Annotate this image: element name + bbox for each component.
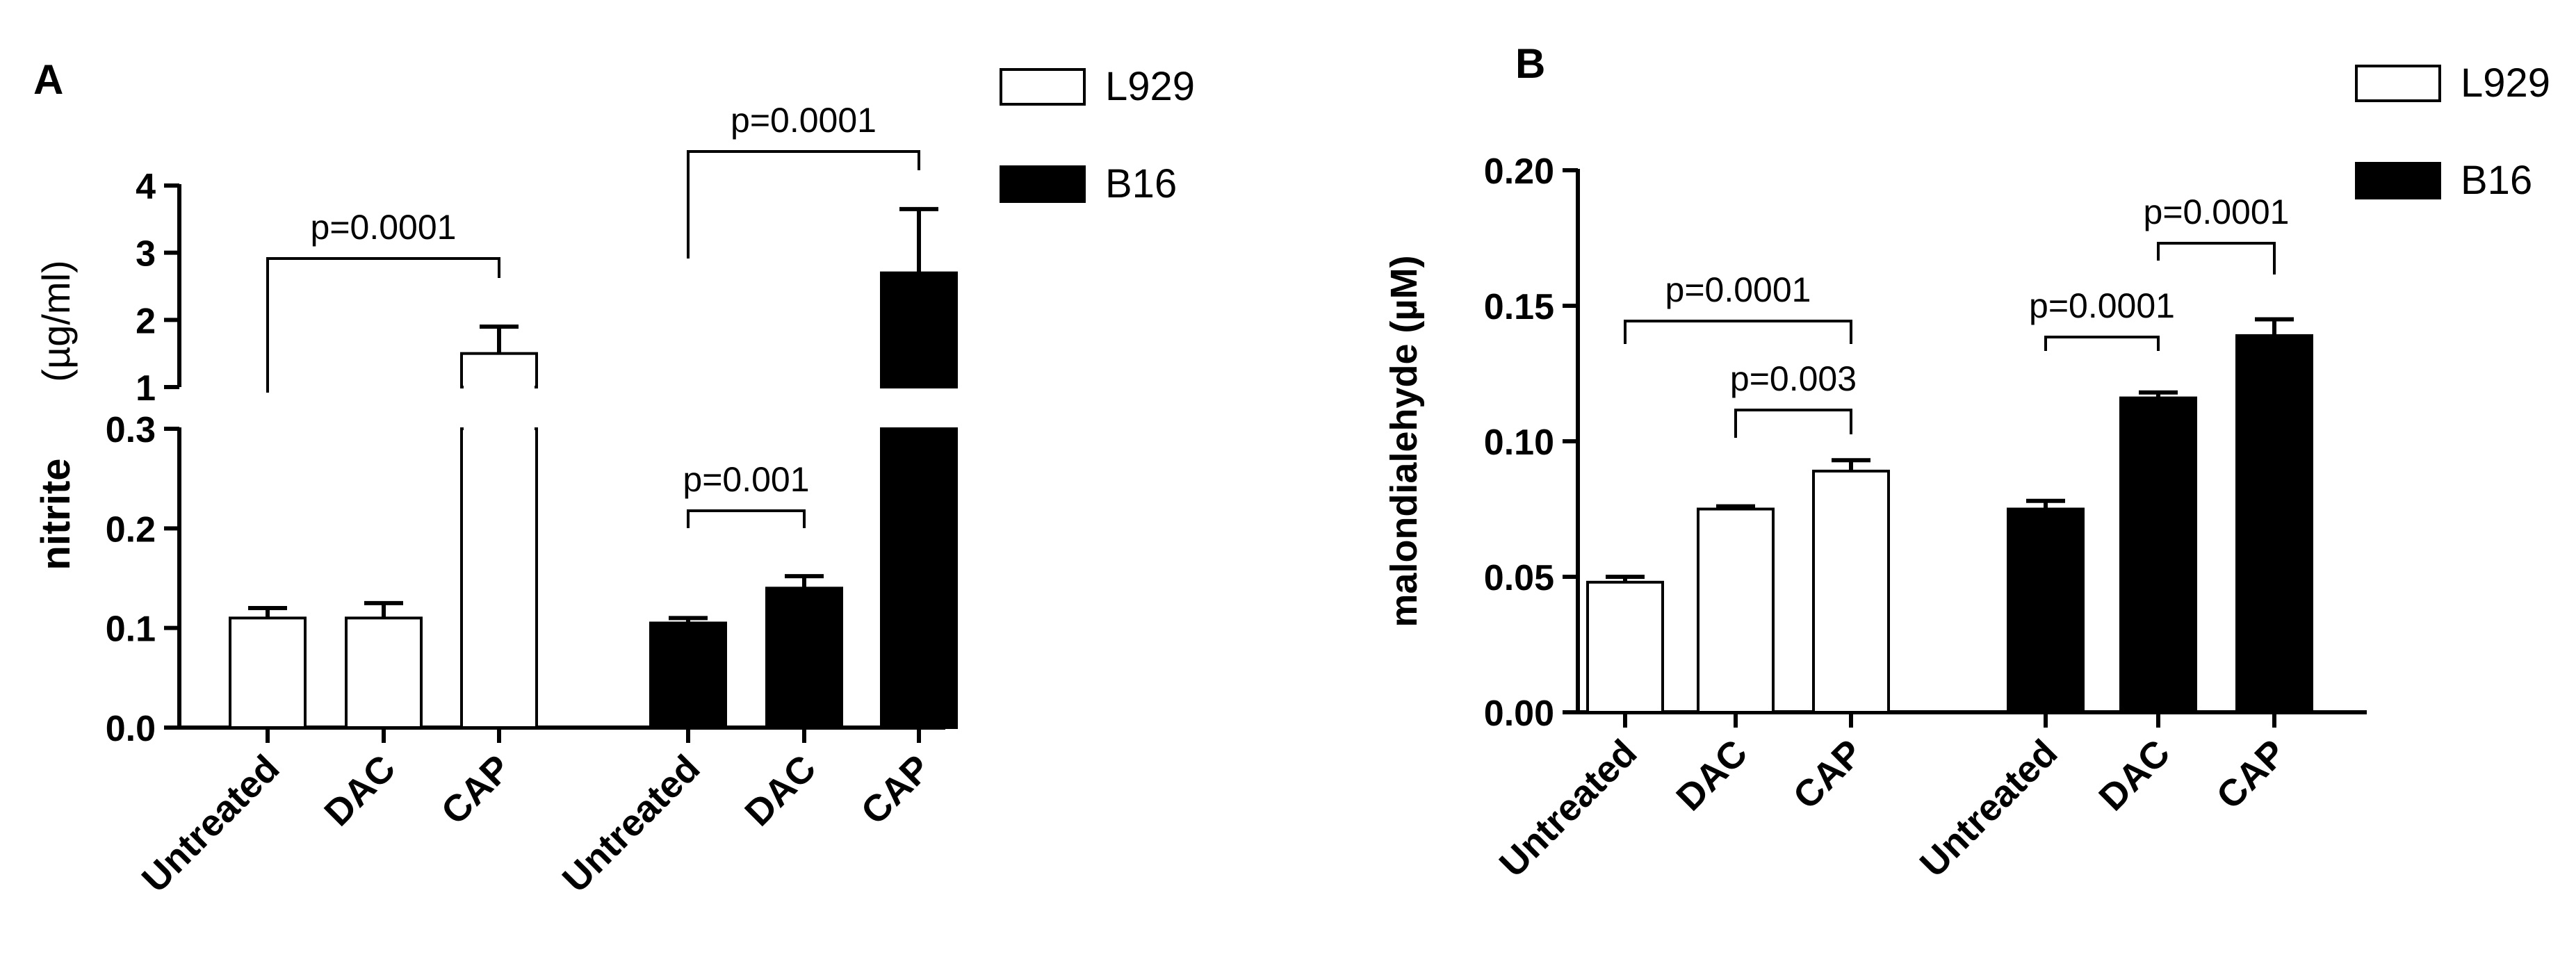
y-tick-label: 0.2 (106, 509, 156, 550)
significance-bracket (687, 150, 920, 259)
y-tick-label: 2 (136, 301, 156, 341)
x-tick-label: CAP (2208, 732, 2294, 817)
significance-bracket (266, 257, 500, 393)
x-tick-label: Untreated (555, 747, 708, 901)
bar (1697, 507, 1775, 714)
panel-label: B (1515, 40, 1545, 87)
y-tick-label: 0.10 (1484, 423, 1554, 463)
bar (1812, 469, 1890, 714)
bar-break-gap (464, 385, 535, 431)
significance-bracket (1624, 320, 1852, 344)
x-tick-label: DAC (1668, 732, 1755, 819)
legend-swatch-l929 (1000, 68, 1086, 106)
x-tick-label: Untreated (1912, 732, 2066, 885)
bar (345, 616, 423, 729)
x-tick-label: DAC (316, 747, 403, 834)
y-axis-label: malondialehyde (µM) (1383, 255, 1425, 627)
legend-swatch-b16 (2355, 162, 2441, 199)
y-tick-label: 4 (136, 167, 156, 207)
y-tick-label: 0.3 (106, 410, 156, 450)
bar (229, 616, 307, 729)
x-tick-label: CAP (1785, 732, 1870, 817)
legend-label-b16: B16 (2461, 158, 2532, 203)
bar (765, 587, 843, 729)
y-tick-label: 3 (136, 234, 156, 274)
bar (1586, 580, 1664, 714)
y-tick-label: 0.20 (1484, 151, 1554, 192)
x-tick-label: Untreated (134, 747, 288, 901)
p-value-label: p=0.0001 (1665, 270, 1811, 309)
x-tick-label: DAC (2091, 732, 2178, 819)
y-axis-unit: (µg/ml) (34, 260, 78, 382)
legend-label-l929: L929 (1105, 64, 1195, 109)
y-tick-label: 1 (136, 368, 156, 409)
x-tick-label: Untreated (1492, 732, 1645, 885)
y-tick-label: 0.0 (106, 709, 156, 749)
bar (649, 621, 727, 729)
p-value-label: p=0.0001 (2144, 192, 2290, 231)
x-tick-label: CAP (433, 747, 519, 833)
p-value-label: p=0.0001 (731, 101, 877, 140)
legend-swatch-l929 (2355, 65, 2441, 102)
y-tick-label: 0.1 (106, 609, 156, 650)
legend-label-l929: L929 (2461, 60, 2550, 106)
x-tick-label: DAC (737, 747, 824, 834)
significance-bracket (687, 509, 806, 528)
bar (460, 352, 538, 388)
y-axis-label: nitrite (33, 458, 79, 570)
p-value-label: p=0.003 (1730, 359, 1857, 398)
legend-label-b16: B16 (1105, 161, 1177, 206)
y-tick-label: 0.00 (1484, 694, 1554, 734)
bar (2119, 396, 2197, 714)
p-value-label: p=0.001 (683, 460, 809, 499)
panel-a: A 0.0 0.1 0.2 0.31 2 3 4 nitrite (µg/ml) Untreated… (33, 56, 1195, 901)
bar (2007, 507, 2085, 714)
x-tick-label: CAP (853, 747, 938, 833)
panel-label: A (33, 56, 63, 103)
bar (2235, 334, 2313, 714)
bar (880, 427, 958, 729)
y-tick-label: 0.15 (1484, 287, 1554, 327)
bar (880, 271, 958, 388)
significance-bracket (1734, 409, 1852, 438)
p-value-label: p=0.0001 (311, 208, 457, 247)
panel-b: B 0.00 0.05 0.10 0.15 0.20 malondialehyde (µM)… (1383, 40, 2550, 885)
significance-bracket (2157, 242, 2276, 274)
y-tick-label: 0.05 (1484, 558, 1554, 598)
bar (460, 427, 538, 729)
legend-swatch-b16 (1000, 165, 1086, 203)
significance-bracket (2044, 336, 2160, 351)
p-value-label: p=0.0001 (2029, 286, 2175, 325)
